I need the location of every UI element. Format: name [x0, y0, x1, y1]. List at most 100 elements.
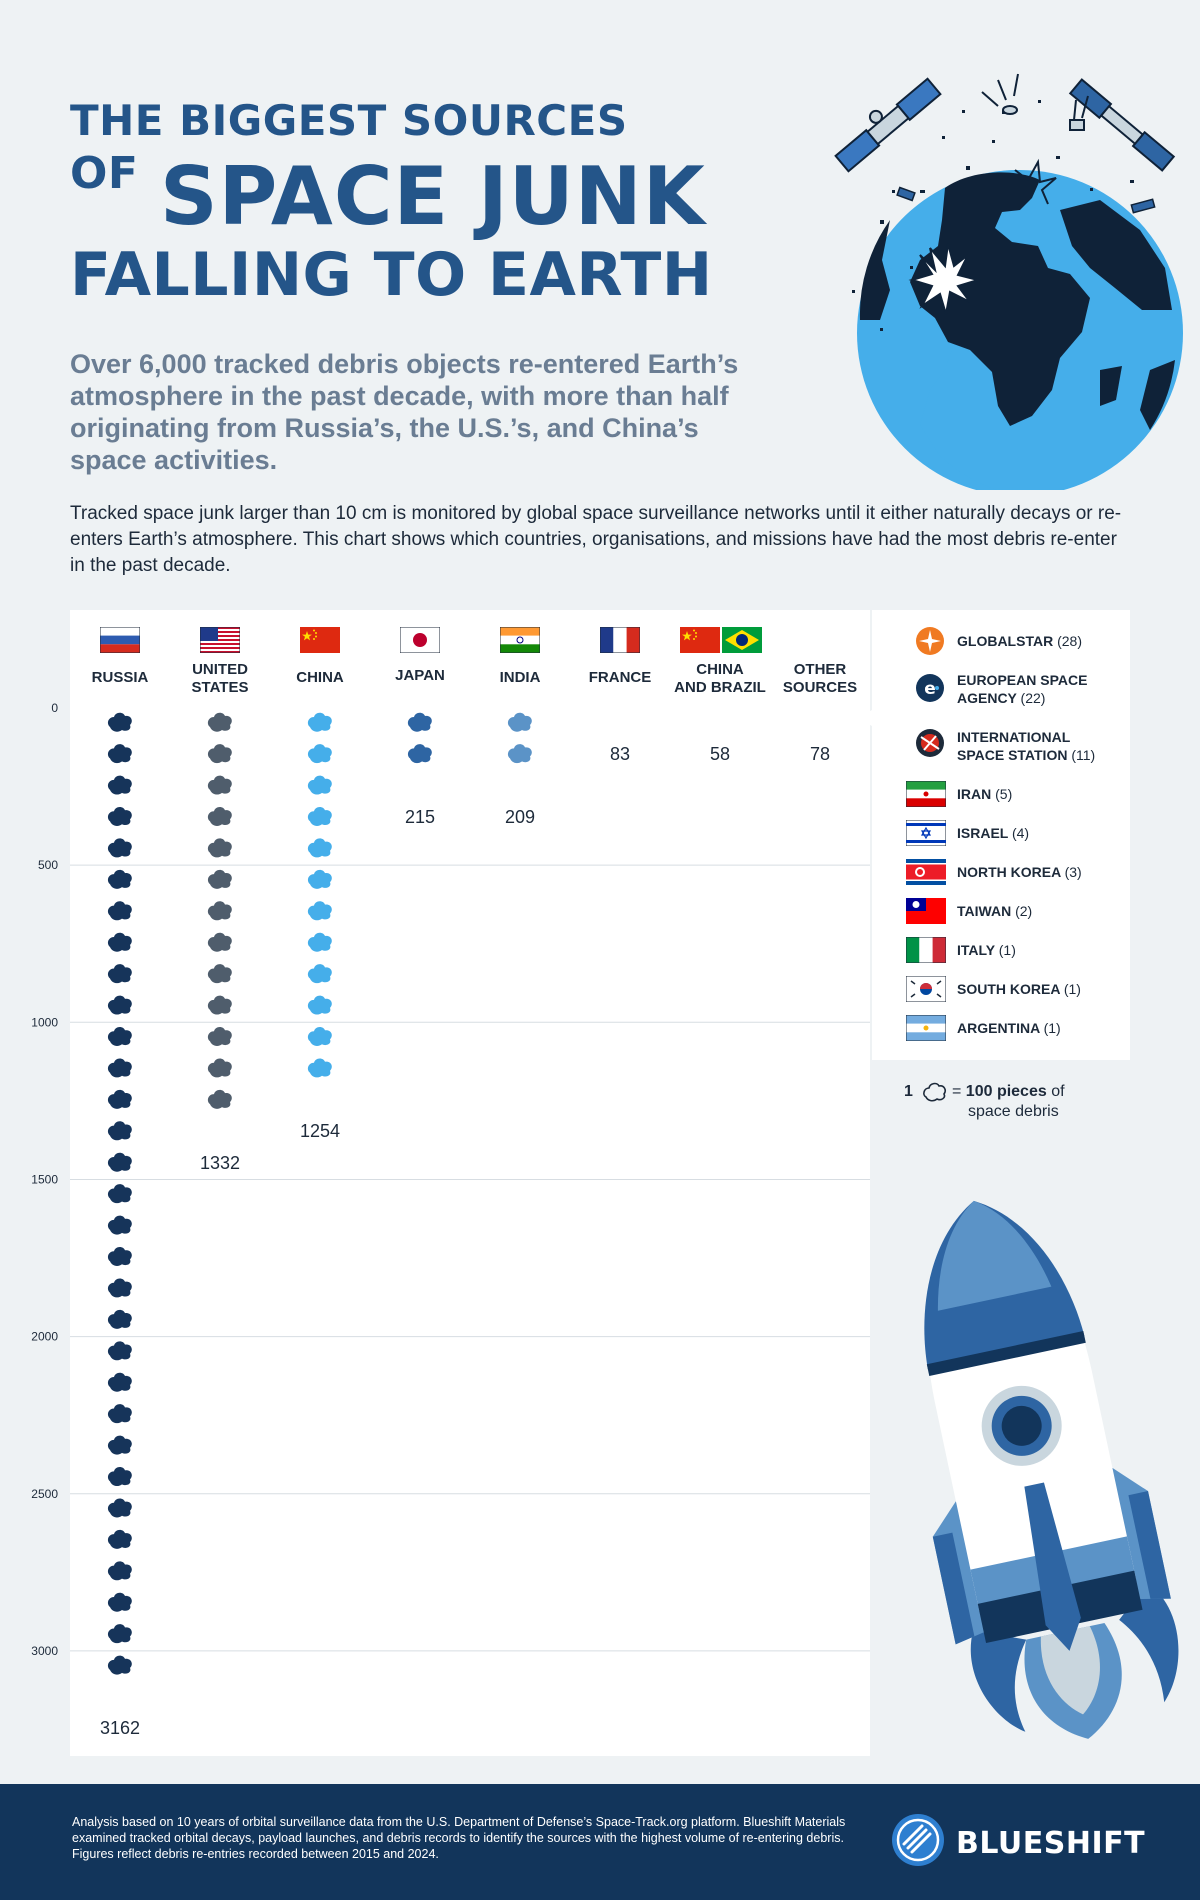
y-tick-label: 3000 [31, 1644, 58, 1658]
debris-mark [307, 838, 332, 858]
y-tick-label: 0 [51, 701, 58, 715]
column-united-states [170, 610, 270, 1756]
argentina-flag-icon [906, 1015, 946, 1041]
total-china: 1254 [299, 1121, 341, 1142]
total-other-sources: 78 [809, 744, 831, 764]
label-china: CHINA [296, 669, 344, 686]
debris-mark-partial [508, 776, 532, 795]
debris-mark [107, 869, 132, 889]
total-japan: 215 [404, 806, 436, 827]
debris-mark [207, 964, 232, 984]
debris-mark [107, 1278, 132, 1298]
india-flag-icon [500, 627, 540, 653]
debris-mark [107, 712, 132, 732]
debris-mark [307, 775, 332, 795]
iss-patch-icon [916, 729, 944, 757]
legend-argentina: ARGENTINA (1) [957, 1020, 1061, 1036]
debris-mark [407, 712, 432, 732]
brand-logo[interactable]: BLUESHIFT [890, 1812, 1150, 1872]
debris-mark [107, 995, 132, 1015]
esa-logo-icon: e [916, 674, 944, 702]
y-tick-label: 2000 [31, 1330, 58, 1344]
y-tick-label: 1500 [31, 1172, 58, 1186]
label-japan: JAPAN [395, 667, 445, 684]
column-india [470, 610, 570, 1756]
debris-mark [307, 807, 332, 826]
russia-flag-icon [100, 627, 140, 653]
debris-mark [107, 1529, 132, 1549]
debris-mark [207, 744, 232, 764]
label-russia: RUSSIA [91, 669, 149, 686]
debris-mark [307, 744, 332, 764]
israel-flag-icon [906, 820, 946, 846]
intro-text: Tracked space junk larger than 10 cm is … [70, 503, 1122, 576]
debris-mark-partial [408, 776, 432, 795]
debris-mark [107, 1404, 132, 1424]
methodology-note: Analysis based on 10 years of orbital su… [72, 1815, 846, 1861]
earth-illustration [834, 73, 1183, 490]
debris-mark [107, 838, 132, 858]
debris-mark [307, 932, 332, 952]
north-korea-flag-icon [906, 859, 946, 885]
debris-mark-partial [108, 1687, 132, 1706]
debris-mark [307, 901, 332, 921]
france-flag-icon [600, 627, 640, 653]
legend-israel: ISRAEL (4) [957, 825, 1030, 841]
legend-north-korea: NORTH KOREA (3) [957, 864, 1082, 880]
debris-mark [107, 1435, 132, 1455]
debris-mark [107, 1372, 132, 1392]
debris-mark [507, 712, 532, 732]
debris-mark [207, 807, 232, 826]
debris-mark [207, 838, 232, 858]
column-china-brazil [670, 610, 770, 1756]
japan-flag-icon [400, 627, 440, 653]
legend-globalstar: GLOBALSTAR (28) [957, 633, 1082, 649]
debris-mark [107, 1027, 132, 1046]
debris-mark-partial [608, 713, 632, 732]
debris-mark-partial [708, 713, 732, 732]
debris-mark-partial [808, 713, 832, 732]
other-sources-legend: GLOBALSTAR (28) e EUROPEAN SPACE AGENCY (… [872, 610, 1130, 1060]
debris-mark [107, 964, 132, 984]
debris-mark [107, 901, 132, 921]
taiwan-flag-icon [906, 898, 946, 924]
italy-flag-icon [906, 937, 946, 963]
debris-mark [207, 1027, 232, 1046]
y-tick-label: 1000 [31, 1015, 58, 1029]
debris-mark [407, 744, 432, 764]
debris-mark [107, 1121, 132, 1141]
debris-mark [207, 869, 232, 889]
debris-mark [107, 1058, 132, 1078]
debris-mark [107, 1561, 132, 1581]
brand-name: BLUESHIFT [956, 1826, 1146, 1861]
label-other-sources: OTHER SOURCES [782, 661, 858, 696]
key-count: 1 [904, 1083, 913, 1100]
iran-flag-icon [906, 781, 946, 807]
south-korea-flag-icon [906, 976, 946, 1002]
y-tick-label: 500 [38, 858, 58, 872]
satellite-left-icon [834, 77, 942, 173]
debris-mark [207, 901, 232, 921]
debris-mark [107, 1467, 132, 1487]
globalstar-logo-icon [916, 627, 944, 655]
label-china-and-brazil: CHINA AND BRAZIL [674, 661, 766, 696]
satellite-right-icon [1068, 78, 1176, 172]
debris-mark-partial [208, 1121, 232, 1140]
y-tick-label: 2500 [31, 1487, 58, 1501]
blueshift-logo-icon [892, 1814, 944, 1866]
label-india: INDIA [499, 669, 541, 686]
debris-mark [307, 995, 332, 1015]
debris-mark [107, 932, 132, 952]
legend-italy: ITALY (1) [957, 942, 1016, 958]
china-flag-icon-2 [680, 627, 720, 653]
svg-text:e: e [924, 679, 936, 699]
debris-mark [207, 932, 232, 952]
debris-mark [107, 1341, 132, 1361]
debris-mark [107, 1152, 132, 1172]
debris-mark [507, 744, 532, 764]
debris-mark [207, 995, 232, 1015]
debris-mark [307, 1027, 332, 1046]
legend-international-space-station: INTERNATIONAL SPACE STATION (11) [957, 729, 1096, 763]
debris-mark [307, 712, 332, 732]
debris-mark-partial [308, 1090, 332, 1109]
